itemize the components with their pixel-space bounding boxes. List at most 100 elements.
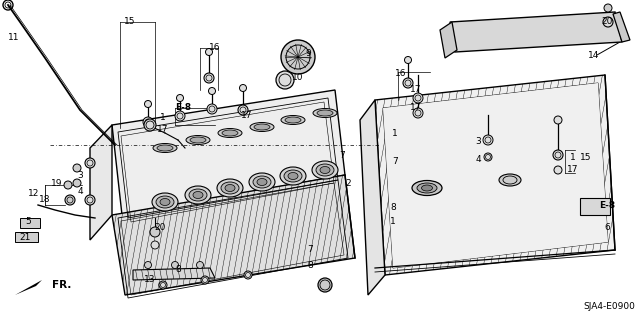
Circle shape	[604, 4, 612, 12]
Ellipse shape	[284, 170, 302, 182]
Circle shape	[205, 48, 212, 56]
Text: 7: 7	[307, 246, 313, 255]
Ellipse shape	[156, 196, 174, 208]
Ellipse shape	[422, 185, 433, 191]
Text: 12: 12	[28, 189, 40, 198]
Ellipse shape	[253, 176, 271, 188]
Text: 17: 17	[567, 166, 579, 174]
Polygon shape	[15, 232, 38, 242]
Circle shape	[85, 195, 95, 205]
Circle shape	[484, 153, 492, 161]
Text: 17: 17	[241, 110, 253, 120]
Text: 11: 11	[8, 33, 20, 41]
Circle shape	[554, 166, 562, 174]
Ellipse shape	[320, 167, 330, 174]
Ellipse shape	[218, 129, 242, 137]
Text: 18: 18	[39, 196, 51, 204]
Ellipse shape	[160, 198, 170, 205]
Circle shape	[244, 271, 252, 279]
Text: 19: 19	[51, 179, 63, 188]
Ellipse shape	[193, 191, 203, 198]
Text: 3: 3	[77, 170, 83, 180]
Circle shape	[281, 40, 315, 74]
Text: 1: 1	[390, 218, 396, 226]
Circle shape	[145, 262, 152, 269]
Polygon shape	[90, 125, 112, 240]
Polygon shape	[133, 268, 215, 280]
Text: 5: 5	[25, 218, 31, 226]
Text: 13: 13	[144, 276, 156, 285]
Circle shape	[404, 56, 412, 63]
Text: 7: 7	[392, 158, 398, 167]
Circle shape	[318, 278, 332, 292]
Ellipse shape	[317, 110, 333, 116]
Text: 16: 16	[396, 70, 407, 78]
Ellipse shape	[312, 161, 338, 179]
Text: 7: 7	[339, 151, 345, 160]
Ellipse shape	[412, 181, 442, 196]
Circle shape	[151, 241, 159, 249]
Ellipse shape	[316, 164, 334, 176]
Polygon shape	[15, 280, 42, 295]
Text: E-8: E-8	[599, 201, 615, 210]
Circle shape	[276, 71, 294, 89]
Text: 8: 8	[175, 265, 181, 275]
Text: 8: 8	[307, 261, 313, 270]
Circle shape	[413, 93, 423, 103]
Text: 15: 15	[580, 153, 591, 162]
Text: 20: 20	[602, 18, 612, 26]
Text: FR.: FR.	[52, 280, 72, 290]
Polygon shape	[383, 83, 608, 268]
Circle shape	[73, 164, 81, 172]
Ellipse shape	[313, 108, 337, 117]
Circle shape	[554, 116, 562, 124]
Ellipse shape	[185, 186, 211, 204]
Ellipse shape	[417, 183, 437, 193]
Ellipse shape	[254, 124, 270, 130]
Text: 4: 4	[475, 155, 481, 165]
Circle shape	[201, 276, 209, 284]
Ellipse shape	[217, 179, 243, 197]
Circle shape	[553, 150, 563, 160]
Ellipse shape	[281, 115, 305, 124]
Ellipse shape	[221, 182, 239, 194]
Circle shape	[73, 179, 81, 187]
Circle shape	[403, 78, 413, 88]
Text: 14: 14	[588, 50, 600, 60]
Circle shape	[159, 281, 167, 289]
Ellipse shape	[280, 167, 306, 185]
Polygon shape	[580, 198, 610, 215]
Text: 20: 20	[154, 224, 166, 233]
Text: 10: 10	[292, 73, 304, 83]
Text: 16: 16	[209, 42, 221, 51]
Circle shape	[64, 181, 72, 189]
Polygon shape	[440, 22, 457, 58]
Polygon shape	[450, 12, 622, 52]
Text: 17: 17	[410, 85, 422, 94]
Text: 1: 1	[570, 153, 576, 162]
Text: 1: 1	[160, 113, 166, 122]
Polygon shape	[360, 100, 385, 295]
Circle shape	[145, 100, 152, 108]
Circle shape	[143, 117, 153, 127]
Circle shape	[204, 73, 214, 83]
Ellipse shape	[250, 122, 274, 131]
Ellipse shape	[186, 136, 210, 145]
Circle shape	[85, 158, 95, 168]
Circle shape	[483, 135, 493, 145]
Ellipse shape	[288, 173, 298, 180]
Ellipse shape	[225, 184, 235, 191]
Text: 9: 9	[305, 48, 311, 57]
Polygon shape	[112, 90, 345, 215]
Ellipse shape	[157, 145, 173, 151]
Text: 17: 17	[410, 103, 422, 113]
Circle shape	[177, 94, 184, 101]
Circle shape	[413, 108, 423, 118]
Text: 21: 21	[19, 234, 31, 242]
Text: 8: 8	[390, 204, 396, 212]
Ellipse shape	[153, 144, 177, 152]
Polygon shape	[20, 218, 40, 228]
Text: E-8: E-8	[175, 103, 191, 113]
Circle shape	[144, 119, 156, 131]
Circle shape	[239, 85, 246, 92]
